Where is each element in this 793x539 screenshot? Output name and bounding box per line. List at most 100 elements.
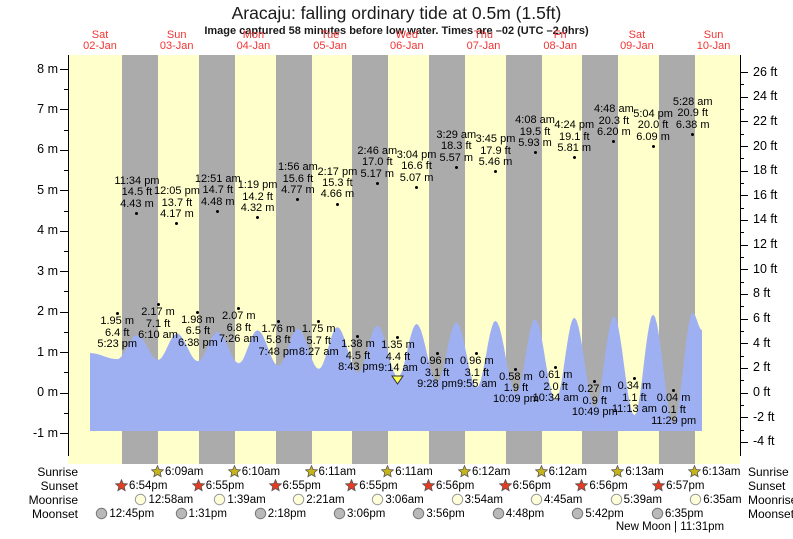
axis-tick-label: 0 ft <box>753 385 771 400</box>
tide-label-line: 5.46 m <box>478 156 513 169</box>
axis-tick <box>740 109 744 111</box>
tide-label-line: 5.07 m <box>399 171 434 184</box>
axis-tick-label: 8 m <box>37 61 58 76</box>
moonset-icon <box>254 507 266 520</box>
sunrise-icon <box>151 465 164 478</box>
axis-tick-label: 2 ft <box>753 360 771 375</box>
tide-label-line: 6.5 ft <box>185 325 211 338</box>
tide-label-line: 4.66 m <box>320 188 355 201</box>
axis-tick <box>740 281 744 283</box>
axis-tick <box>740 96 748 98</box>
sun-moon-time: 3:54am <box>464 493 503 506</box>
axis-tick <box>60 311 68 313</box>
tide-label-line: 5.81 m <box>557 141 592 154</box>
tide-label-line: 6.20 m <box>597 126 631 139</box>
axis-tick <box>740 441 748 443</box>
sun-moon-entry: 1:31pm <box>175 507 227 520</box>
tide-dot <box>672 389 676 393</box>
sun-moon-entry: 5:39am <box>610 493 662 506</box>
day-label-text: Sat <box>628 29 646 41</box>
tide-dot <box>256 216 260 220</box>
sunrise-icon <box>381 465 395 478</box>
tide-label-line: 4:24 pm <box>554 119 595 132</box>
axis-tick <box>740 195 748 197</box>
high-tide-label: 12:05 pm 13.7 ft 4.17 m <box>140 186 214 221</box>
y-axis-right <box>740 55 742 456</box>
sun-moon-entry: 2:18pm <box>254 507 306 520</box>
tide-label-line: 4.5 ft <box>345 349 371 362</box>
sun-moon-time: 6:55pm <box>359 479 398 492</box>
sun-moon-time: 6:12am <box>548 465 588 478</box>
day-label: Mon 04-Jan <box>215 30 291 52</box>
tide-label-line: 1.9 ft <box>503 382 529 394</box>
tide-label-line: 20.3 ft <box>598 114 630 127</box>
tide-dot <box>317 320 321 324</box>
row-label-right: Sunset <box>748 479 786 493</box>
sunset-icon <box>421 479 435 492</box>
tide-dot <box>356 335 360 339</box>
moonset-icon <box>572 507 584 520</box>
sun-moon-time: 6:55pm <box>282 479 321 492</box>
low-tide-label: 0.27 m 0.9 ft 10:49 pm <box>558 383 632 418</box>
tide-label-line: 10:49 pm <box>571 405 618 418</box>
sun-moon-entry: 6:55pm <box>191 479 244 492</box>
tide-dot <box>572 156 576 160</box>
tide-dot <box>554 366 558 370</box>
sunset-icon <box>191 479 205 492</box>
sun-moon-time: 2:18pm <box>267 507 307 520</box>
tide-label-line: 4.48 m <box>200 195 235 208</box>
sun-moon-entry: 6:57pm <box>652 479 704 492</box>
sunrise-icon <box>304 465 318 478</box>
low-tide-label: 0.61 m 2.0 ft 10:34 am <box>519 369 593 404</box>
axis-tick <box>60 69 68 71</box>
tide-label-line: 1.38 m <box>341 338 375 351</box>
sun-moon-entry: 12:45pm <box>95 507 154 520</box>
day-label-text: Fri <box>553 29 567 41</box>
day-label: Sun 03-Jan <box>139 30 215 52</box>
sun-moon-time: 6:35pm <box>664 507 704 520</box>
high-tide-label: 2:17 pm 15.3 ft 4.66 m <box>300 166 374 201</box>
axis-tick <box>740 121 748 123</box>
tide-label-line: 20.0 ft <box>637 119 669 132</box>
tide-label-line: 3:04 pm <box>396 149 437 162</box>
tide-label-line: 9:28 pm <box>417 378 457 391</box>
row-label-right: Sunrise <box>748 465 789 479</box>
tide-dot <box>533 151 537 155</box>
tide-label-line: 0.61 m <box>538 369 573 382</box>
tide-label-line: 1.1 ft <box>622 391 647 404</box>
axis-tick <box>740 367 748 369</box>
axis-tick <box>740 170 748 172</box>
day-label-text: Sun <box>703 29 724 41</box>
tide-label-line: 3.1 ft <box>464 366 490 379</box>
axis-tick <box>740 429 744 431</box>
axis-tick <box>740 232 744 234</box>
tide-label-line: 5.57 m <box>439 151 474 164</box>
sun-moon-entry: 1:39am <box>213 493 266 506</box>
row-label-left: Sunrise <box>37 465 78 479</box>
axis-tick-label: 6 m <box>37 142 58 157</box>
sun-moon-time: 6:13am <box>702 465 741 478</box>
axis-tick <box>60 230 68 232</box>
tide-label-line: 1:56 am <box>278 161 318 174</box>
sun-moon-time: 12:45pm <box>109 507 155 520</box>
sun-moon-entry: 6:10am <box>227 465 280 478</box>
tide-label-line: 18.3 ft <box>440 140 472 153</box>
moonset-icon <box>333 507 346 520</box>
sun-moon-entry: 6:11am <box>381 465 433 478</box>
sunrise-icon <box>227 465 241 478</box>
moonset-icon <box>492 507 505 520</box>
tide-label-line: 15.6 ft <box>282 172 314 185</box>
axis-tick-label: 0 m <box>37 385 58 400</box>
new-moon-note: New Moon | 11:31pm <box>615 521 725 533</box>
low-tide-label: 1.38 m 4.5 ft 8:43 pm <box>321 338 395 373</box>
tide-label-line: 1.98 m <box>181 313 215 326</box>
low-tide-label: 1.98 m 6.5 ft 6:38 pm <box>161 313 235 349</box>
day-label-text: 05-Jan <box>313 40 347 52</box>
moonrise-icon <box>690 493 702 506</box>
axis-tick <box>740 84 744 86</box>
axis-tick-label: -2 ft <box>753 409 775 424</box>
tide-label-line: 7.1 ft <box>145 317 171 330</box>
axis-tick <box>60 352 68 354</box>
